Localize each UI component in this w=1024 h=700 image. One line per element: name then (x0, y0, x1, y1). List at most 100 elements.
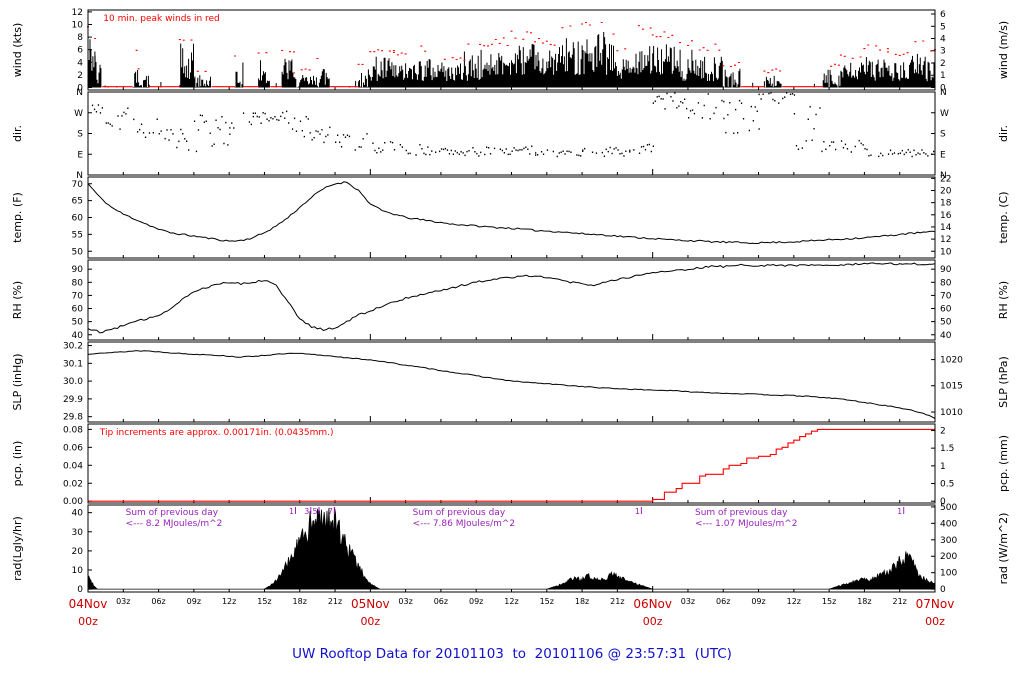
slp-right-tick-label: 1020 (940, 356, 963, 366)
slp-right-tick-label: 1010 (940, 408, 963, 418)
pcp-left-axis-label: pcp. (in) (11, 441, 24, 487)
rh-left-tick-label: 50 (72, 318, 84, 328)
x-hour-label: 09z (751, 597, 765, 606)
x-hour-label: 03z (398, 597, 412, 606)
temp-right-axis-label: temp. (C) (997, 191, 1010, 243)
rh-right-tick-label: 70 (940, 291, 952, 301)
dir-panel-border (87, 91, 936, 176)
temp-right-tick-label: 16 (940, 211, 952, 221)
pcp-right-tick-label: 1.5 (940, 444, 954, 454)
panel-temp: 50 55 60 65 70 10 12 14 16 18 20 22 temp. (F) temp. (… (11, 174, 1010, 259)
x-hour-label: 21z (610, 597, 624, 606)
x-day-label: 04Nov (69, 597, 108, 611)
rh-left-tick-label: 90 (72, 265, 84, 275)
rh-left-tick-label: 80 (72, 278, 84, 288)
wind-right-tick-label: 6 (940, 10, 946, 20)
pressure-series (87, 350, 936, 419)
wind-right-tick-label: 4 (940, 35, 946, 45)
pcp-right-axis-label: pcp. (mm) (997, 435, 1010, 492)
rh-right-tick-label: 60 (940, 305, 952, 315)
x-day-label: 05Nov (351, 597, 390, 611)
x-hour-label: 18z (857, 597, 871, 606)
x-day-sublabel: 00z (360, 615, 380, 628)
temp-left-tick-label: 50 (72, 247, 84, 257)
wind-right-tick-label: 0 (940, 83, 946, 93)
rh-right-tick-label: 40 (940, 331, 952, 341)
x-hour-label: 12z (222, 597, 236, 606)
x-hour-label: 21z (328, 597, 342, 606)
temp-left-axis-label: temp. (F) (11, 192, 24, 243)
x-axis: 03z 06z 09z 12z 15z 18z 21z 03z 06z 09z 12z 15z 18z 2… (69, 597, 955, 628)
dir-right-tick-label: S (940, 130, 946, 140)
rh-right-tick-label: 80 (940, 278, 952, 288)
x-hour-label: 18z (575, 597, 589, 606)
x-hour-label: 15z (540, 597, 554, 606)
rad-mark-label: 7 (328, 507, 333, 516)
rad-sum-note-line1: Sum of previous day (695, 508, 788, 518)
panel-pcp: 0.00 0.02 0.04 0.06 0.08 0 0.5 1 1.5 2 pcp. (in) pc… (11, 423, 1010, 507)
pcp-panel-border (87, 423, 936, 504)
rad-left-tick-label: 10 (72, 566, 84, 576)
wind-left-tick-label: 12 (72, 8, 83, 18)
panel-slp: 29.8 29.9 30.0 30.1 30.2 1010 1015 1020 SLP (inH… (11, 341, 1010, 423)
temp-right-tick-label: 22 (940, 174, 951, 184)
rad-mark-label: 3 (304, 507, 309, 516)
rad-sum-note-line2: <--- 8.2 MJoules/m^2 (126, 519, 223, 529)
x-hour-label: 12z (787, 597, 801, 606)
precip-series (88, 428, 935, 502)
x-hour-label: 18z (293, 597, 307, 606)
wind-left-tick-label: 10 (72, 20, 84, 30)
x-hour-label: 09z (469, 597, 483, 606)
dir-right-axis-label: dir. (997, 125, 1010, 142)
radiation-series (87, 507, 936, 590)
wind-left-axis-label: wind (kts) (11, 23, 24, 78)
rad-right-axis-label: rad (W/m^2) (997, 513, 1010, 585)
rad-right-tick-label: 200 (940, 552, 957, 562)
x-hour-label: 06z (716, 597, 730, 606)
x-hour-label: 12z (504, 597, 518, 606)
temp-right-tick-label: 14 (940, 223, 952, 233)
dir-left-tick-label: E (77, 150, 83, 160)
x-hour-label: 15z (257, 597, 271, 606)
wind-right-tick-label: 2 (940, 59, 946, 69)
rad-left-tick-label: 30 (72, 528, 84, 538)
rad-right-tick-label: 500 (940, 503, 957, 513)
rh-left-tick-label: 40 (72, 331, 84, 341)
x-hour-label: 03z (116, 597, 130, 606)
panel-rh: 40 50 60 70 80 90 40 50 60 70 80 90 RH (%) RH (%) (11, 259, 1010, 341)
dir-right-tick-label: N (940, 88, 947, 98)
x-day-sublabel: 00z (643, 615, 663, 628)
temp-panel-border (87, 176, 936, 259)
rad-right-tick-label: 0 (940, 585, 946, 595)
rh-left-axis-label: RH (%) (11, 281, 24, 319)
rad-left-tick-label: 40 (72, 509, 84, 519)
rad-panel-border (87, 504, 936, 593)
rad-mark-label: 1 (289, 507, 294, 516)
dir-left-tick-label: N (76, 171, 83, 181)
slp-left-tick-label: 30.2 (63, 342, 83, 352)
dir-right-tick-label: W (940, 109, 949, 119)
rad-right-tick-label: 400 (940, 519, 957, 529)
wind-peak-note: 10 min. peak winds in red (103, 14, 220, 24)
temp-left-tick-label: 55 (72, 230, 83, 240)
rad-sum-note-line1: Sum of previous day (413, 508, 506, 518)
x-hour-label: 03z (681, 597, 695, 606)
rad-left-tick-label: 0 (77, 585, 83, 595)
wind-left-tick-label: 2 (77, 71, 83, 81)
wind-left-tick-label: 0 (77, 83, 83, 93)
slp-panel-border (87, 341, 936, 423)
dir-right-tick-label: E (940, 150, 946, 160)
slp-right-tick-label: 1015 (940, 382, 963, 392)
x-day-label: 06Nov (633, 597, 672, 611)
rad-sum-note-line2: <--- 1.07 MJoules/m^2 (695, 519, 797, 529)
temp-right-tick-label: 10 (940, 247, 952, 257)
slp-left-axis-label: SLP (inHg) (11, 353, 24, 410)
pcp-right-tick-label: 0 (940, 497, 946, 507)
pcp-left-tick-label: 0.00 (63, 497, 83, 507)
temperature-series (87, 181, 936, 245)
wind-right-tick-label: 1 (940, 71, 946, 81)
